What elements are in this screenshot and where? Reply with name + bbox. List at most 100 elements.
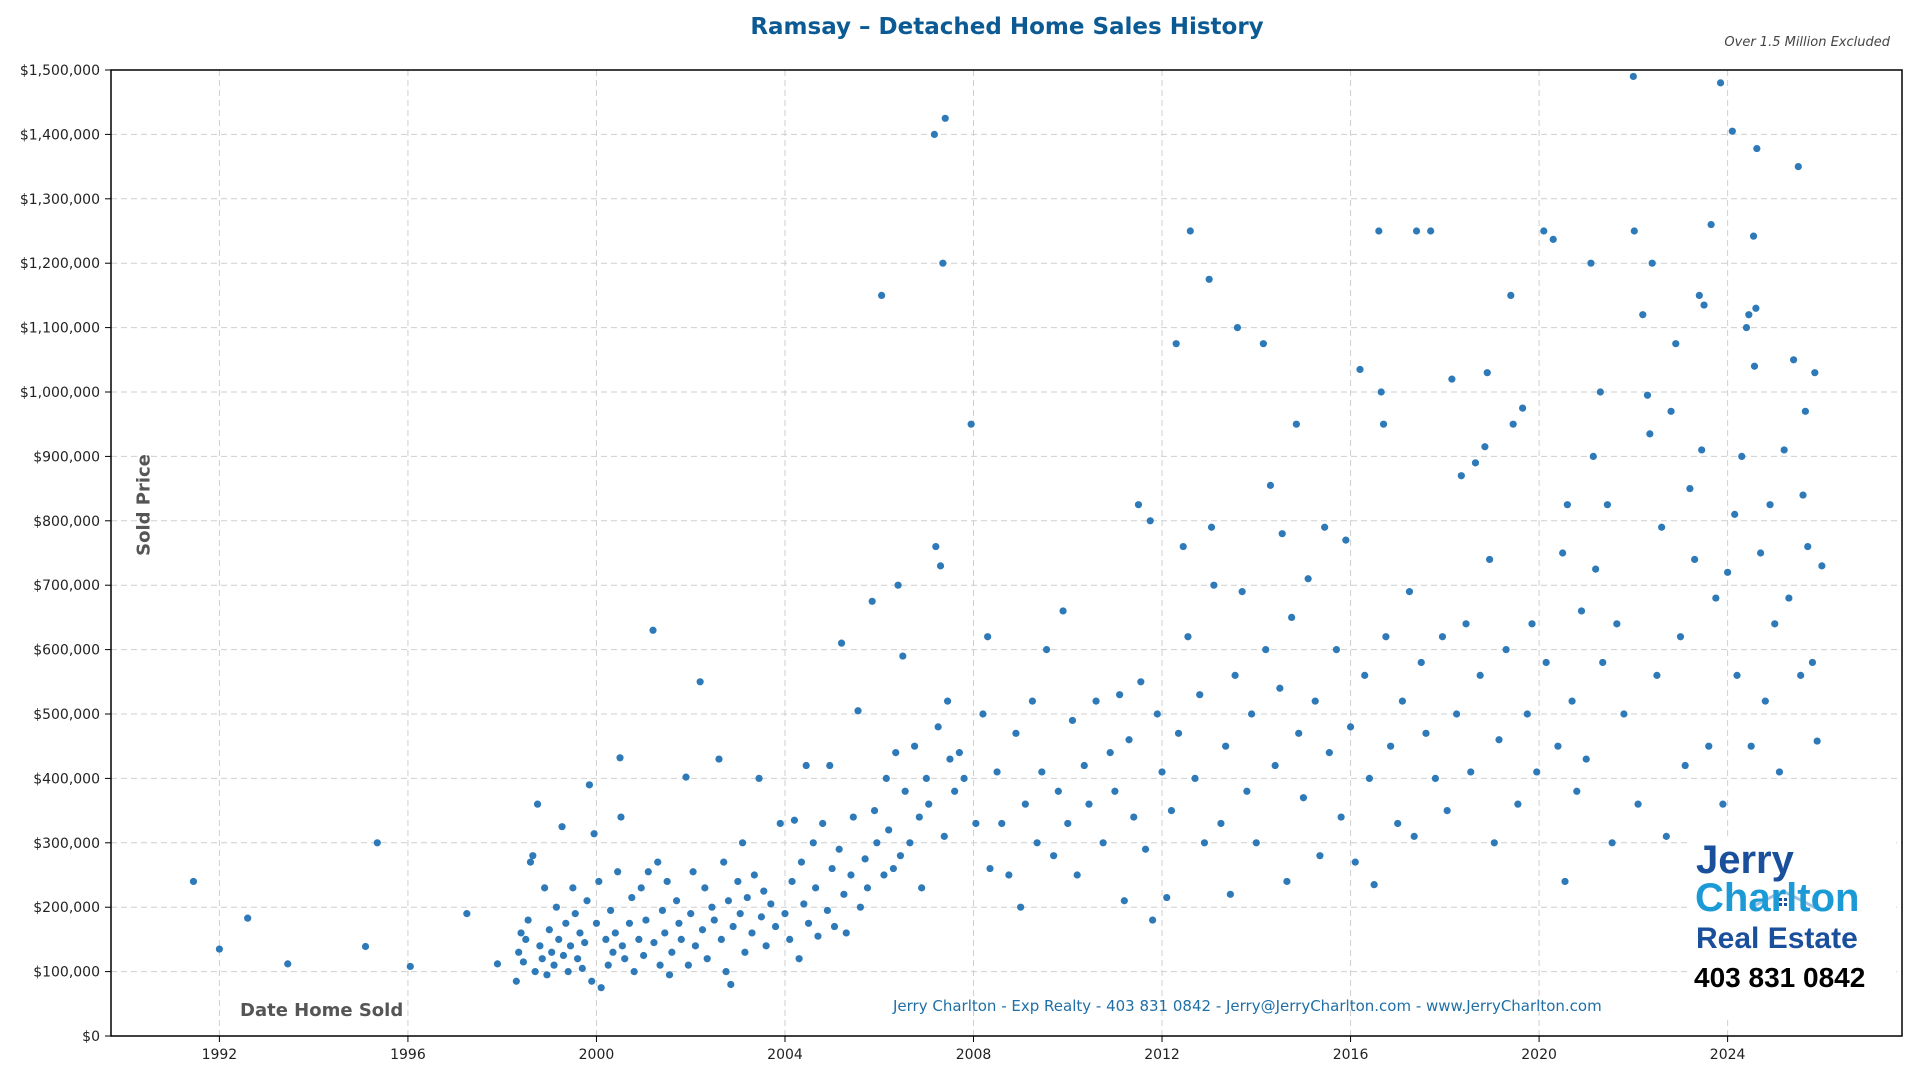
data-point [925,800,933,808]
data-point [934,723,942,731]
data-point [1502,646,1510,654]
data-point [863,884,872,892]
data-point [644,868,652,876]
data-point [571,910,579,918]
data-point [940,832,948,840]
x-tick-label: 2000 [579,1047,615,1063]
data-point [1801,407,1809,415]
data-point [1410,832,1418,840]
data-point [1742,324,1751,332]
data-point [522,935,530,944]
data-point [1766,501,1774,509]
data-point [1283,877,1291,886]
data-point [1700,301,1708,309]
data-point [654,858,662,866]
data-point [569,884,577,892]
data-point [1639,311,1647,319]
data-point [559,951,568,960]
data-point [558,823,566,831]
data-point [1653,671,1661,679]
data-point [951,787,959,795]
logo-line-2: Charlton [1695,876,1860,920]
data-point [781,910,789,918]
data-point [1589,452,1597,460]
data-point [1252,839,1260,847]
data-point [930,130,938,138]
data-point [617,813,625,821]
data-point [564,968,572,976]
data-point [1785,594,1793,602]
data-point [555,935,563,944]
y-tick-label: $800,000 [33,514,100,530]
data-point [1681,761,1689,770]
data-point [576,929,584,937]
data-point [1394,819,1402,828]
data-point [1691,555,1699,564]
data-point [1608,839,1616,847]
data-point [614,868,622,876]
data-point [566,942,575,950]
data-point [1749,232,1758,240]
data-point [910,742,919,750]
data-point [1179,542,1187,551]
data-point [1064,819,1072,828]
data-point [1012,729,1020,737]
data-point [1207,523,1216,531]
data-point [606,906,615,915]
data-point [604,961,612,969]
data-point [762,942,770,950]
data-point [830,922,839,931]
data-point [724,897,733,905]
data-point [1085,800,1093,808]
data-point [736,910,744,918]
data-point [1750,362,1759,370]
data-point [661,929,669,937]
data-point [738,839,747,847]
x-tick-label: 2008 [956,1047,992,1063]
data-point [918,884,926,892]
data-point [1231,671,1239,679]
data-point [682,773,690,781]
data-point [896,852,905,860]
data-point [533,800,542,808]
data-point [1747,742,1755,750]
data-point [1299,794,1308,802]
data-point [1321,523,1329,531]
data-point [842,929,850,937]
data-point [856,903,864,911]
data-point [1042,646,1051,654]
house-roof-icon [1749,889,1817,910]
data-point [722,968,730,976]
data-point [828,864,836,873]
data-point [618,942,626,950]
data-point [658,906,667,915]
data-point [1370,881,1378,889]
data-point [800,900,808,908]
data-point [1382,633,1390,641]
data-point [668,948,676,956]
data-point [1818,562,1826,570]
y-tick-label: $400,000 [33,771,100,787]
data-point [1794,163,1802,171]
data-point [741,948,749,956]
data-point [548,948,556,956]
data-point [1630,227,1638,235]
data-point [755,774,763,783]
data-point [1422,729,1430,737]
data-point [906,839,914,847]
data-point [826,761,834,770]
data-point [656,961,664,969]
y-tick-label: $600,000 [33,643,100,659]
data-point [1438,633,1447,641]
data-point [1716,79,1725,87]
data-point [1695,291,1703,299]
data-point [616,754,624,762]
data-point [760,887,768,895]
data-point [1707,220,1715,229]
data-point [1054,787,1062,795]
data-point [538,955,546,963]
data-point [1111,787,1119,795]
data-point [802,761,810,770]
data-point [1356,365,1364,374]
